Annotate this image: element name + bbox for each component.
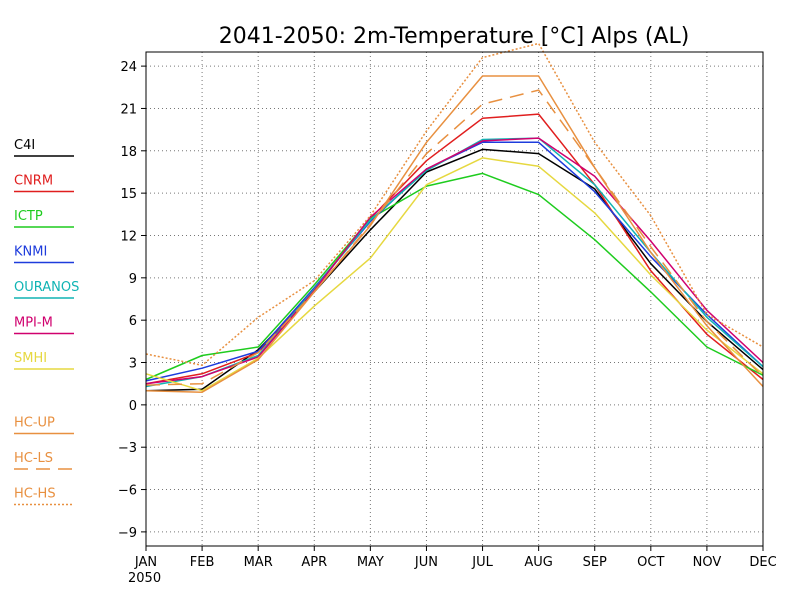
x-tick-label: OCT (637, 555, 664, 570)
series-line-mpi-m (145, 137, 764, 385)
x-tick-label: MAY (357, 555, 384, 570)
x-tick-label: APR (301, 555, 327, 570)
x-tick-label: SEP (583, 555, 607, 570)
chart-title: 2041-2050: 2m-Temperature [°C] Alps (AL) (219, 24, 690, 49)
series-line-cnrm (145, 113, 764, 385)
legend-label-hc-ls: HC-LS (14, 451, 53, 466)
legend-label-hc-hs: HC-HS (14, 487, 56, 502)
x-tick-label: AUG (524, 555, 552, 570)
x-axis: JAN FEB MAR APR MAY JUN JUL AUG SEP OCT NOV DEC (134, 546, 777, 570)
y-tick-label: 21 (120, 102, 137, 117)
grid-lines (146, 52, 763, 546)
y-axis: 24 21 18 15 12 9 6 3 0 −3 −6 −9 (118, 60, 146, 541)
series-line-hc-hs (145, 42, 764, 367)
series-line-hc-up (145, 75, 764, 393)
legend-label-knmi: KNMI (14, 245, 47, 260)
series-line-smhi (145, 157, 764, 392)
y-tick-label: 6 (129, 314, 137, 329)
x-tick-label: JUL (471, 555, 493, 570)
series-line-knmi (145, 141, 764, 382)
x-tick-label: NOV (693, 555, 722, 570)
series-line-c4i (145, 148, 764, 392)
legend-label-cnrm: CNRM (14, 174, 53, 189)
legend-label-ouranos: OURANOS (14, 280, 79, 295)
legend-label-hc-up: HC-UP (14, 416, 55, 431)
y-tick-label: 24 (120, 60, 137, 75)
x-tick-label: FEB (190, 555, 215, 570)
y-tick-label: −9 (118, 526, 137, 541)
y-tick-label: −6 (118, 484, 137, 499)
legend: C4I CNRM ICTP KNMI OURANOS MPI-M SMHI HC-UP HC-L… (14, 138, 79, 506)
y-tick-label: 18 (120, 145, 137, 160)
x-tick-label: JAN (134, 555, 157, 570)
legend-label-smhi: SMHI (14, 351, 47, 366)
series-lines (145, 42, 764, 393)
y-tick-label: 15 (120, 187, 137, 202)
plot-frame (145, 51, 764, 547)
x-tick-label: DEC (749, 555, 776, 570)
legend-label-mpi-m: MPI-M (14, 316, 53, 331)
y-tick-label: −3 (118, 441, 137, 456)
x-tick-label: JUN (414, 555, 438, 570)
year-label: 2050 (128, 571, 161, 586)
y-tick-label: 3 (129, 357, 137, 372)
y-tick-label: 12 (120, 229, 137, 244)
legend-label-c4i: C4I (14, 138, 35, 153)
series-line-ictp (145, 172, 764, 381)
x-tick-label: MAR (244, 555, 273, 570)
y-tick-label: 9 (129, 272, 137, 287)
series-line-hc-ls (145, 89, 764, 386)
y-tick-label: 0 (129, 399, 137, 414)
legend-label-ictp: ICTP (14, 209, 43, 224)
